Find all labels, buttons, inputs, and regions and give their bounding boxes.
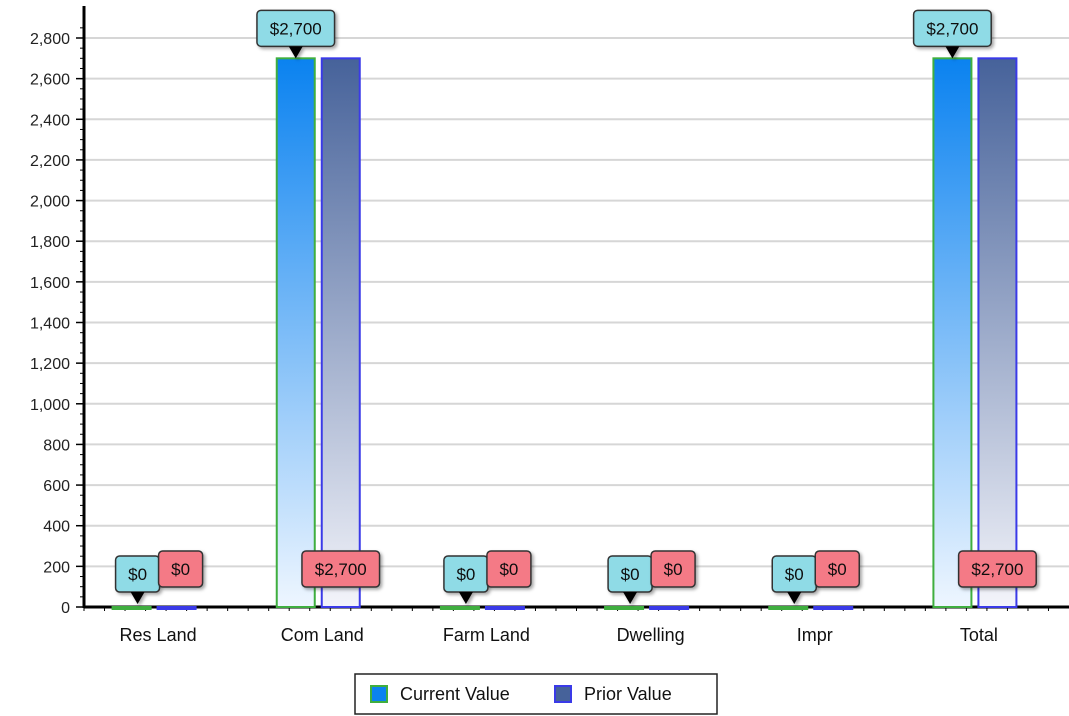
data-label-prior-box — [650, 550, 696, 588]
data-label-prior: $2,700 — [957, 550, 1037, 588]
data-label-prior: $0 — [814, 550, 860, 588]
data-label-prior-text: $2,700 — [971, 560, 1023, 579]
data-label-current-box — [912, 9, 992, 48]
data-label-current-text: $0 — [621, 565, 640, 584]
legend-box: Current Value Prior Value — [354, 673, 718, 715]
data-label-current: $2,700 — [256, 9, 336, 59]
bar-current-value — [275, 57, 316, 609]
bar-current-value — [111, 606, 152, 610]
bar-current-value — [604, 606, 645, 610]
data-label-prior-box — [957, 550, 1037, 588]
data-label-prior-box — [157, 550, 204, 588]
bar-prior-value — [977, 57, 1018, 609]
x-category-label: Impr — [797, 625, 833, 645]
bar-current-value — [439, 606, 480, 610]
y-tick-label: 200 — [43, 559, 70, 576]
legend: Current Value Prior Value — [354, 673, 718, 715]
y-tick-label: 2,800 — [30, 31, 70, 48]
data-label-prior-box — [301, 550, 381, 588]
y-tick-label: 600 — [43, 478, 70, 495]
x-category-label: Com Land — [281, 625, 364, 645]
data-label-current-text: $2,700 — [926, 19, 978, 38]
data-label-current: $0 — [607, 555, 653, 604]
data-label-current-pointer — [130, 592, 145, 604]
y-tick-label: 1,000 — [30, 397, 70, 414]
data-label-prior-text: $0 — [828, 560, 847, 579]
y-tick-label: 2,000 — [30, 194, 70, 211]
y-tick-label: 2,200 — [30, 153, 70, 170]
data-label-prior-text: $0 — [664, 560, 683, 579]
y-tick-label: 0 — [61, 600, 70, 617]
data-label-prior: $0 — [157, 550, 204, 588]
data-label-current-pointer — [945, 46, 960, 59]
data-label-current-text: $0 — [128, 565, 147, 584]
bar-current-value — [932, 57, 973, 609]
data-label-current-pointer — [288, 46, 303, 59]
y-tick-label: 400 — [43, 519, 70, 536]
y-tick-label: 1,400 — [30, 316, 70, 333]
data-label-prior-box — [814, 550, 860, 588]
data-label-prior: $0 — [486, 550, 532, 588]
data-label-current: $2,700 — [912, 9, 992, 59]
bar-prior-value — [813, 606, 854, 610]
data-label-current-box — [256, 9, 336, 48]
gridlines — [84, 37, 1069, 568]
x-category-label: Dwelling — [617, 625, 685, 645]
data-label-prior: $0 — [650, 550, 696, 588]
y-tick-label: 800 — [43, 437, 70, 454]
axes: 0 200 400 600 800 1,000 1,200 1,400 1,600 1,800 2,… — [30, 6, 1069, 645]
y-tick-label: 1,200 — [30, 356, 70, 373]
bar-prior-value — [320, 57, 361, 609]
y-tick-label: 2,600 — [30, 72, 70, 89]
data-label-current: $0 — [443, 555, 489, 604]
data-label-current-text: $0 — [785, 565, 804, 584]
x-category-label: Res Land — [120, 625, 197, 645]
data-label-prior-text: $0 — [499, 560, 518, 579]
legend-swatch-prior-value — [554, 685, 572, 703]
bar-prior-value — [649, 606, 690, 610]
data-labels: $0 $2,700 $0 $0 $0 $2,700 $0 $2,700 $0 $0 $0 $2,700 — [114, 9, 1037, 604]
legend-swatch-current-value — [370, 685, 388, 703]
data-label-prior-text: $2,700 — [315, 560, 367, 579]
data-label-prior-text: $0 — [171, 560, 190, 579]
bar-prior-value — [156, 606, 197, 610]
data-label-current: $0 — [771, 555, 817, 604]
bar-prior-value — [484, 606, 525, 610]
x-category-label: Total — [960, 625, 998, 645]
data-label-current-pointer — [458, 592, 473, 604]
data-label-current: $0 — [114, 555, 161, 604]
bars — [111, 57, 1018, 610]
bar-current-value — [768, 606, 809, 610]
y-tick-label: 2,400 — [30, 112, 70, 129]
data-label-prior: $2,700 — [301, 550, 381, 588]
data-label-current-pointer — [623, 592, 638, 604]
x-category-label: Farm Land — [443, 625, 530, 645]
data-label-prior-box — [486, 550, 532, 588]
y-tick-label: 1,600 — [30, 275, 70, 292]
data-label-current-text: $2,700 — [270, 19, 322, 38]
data-label-current-pointer — [787, 592, 802, 604]
legend-label-prior-value: Prior Value — [584, 684, 672, 704]
legend-label-current-value: Current Value — [400, 684, 510, 704]
y-tick-label: 1,800 — [30, 234, 70, 251]
data-label-current-text: $0 — [456, 565, 475, 584]
legend-frame — [354, 673, 718, 715]
